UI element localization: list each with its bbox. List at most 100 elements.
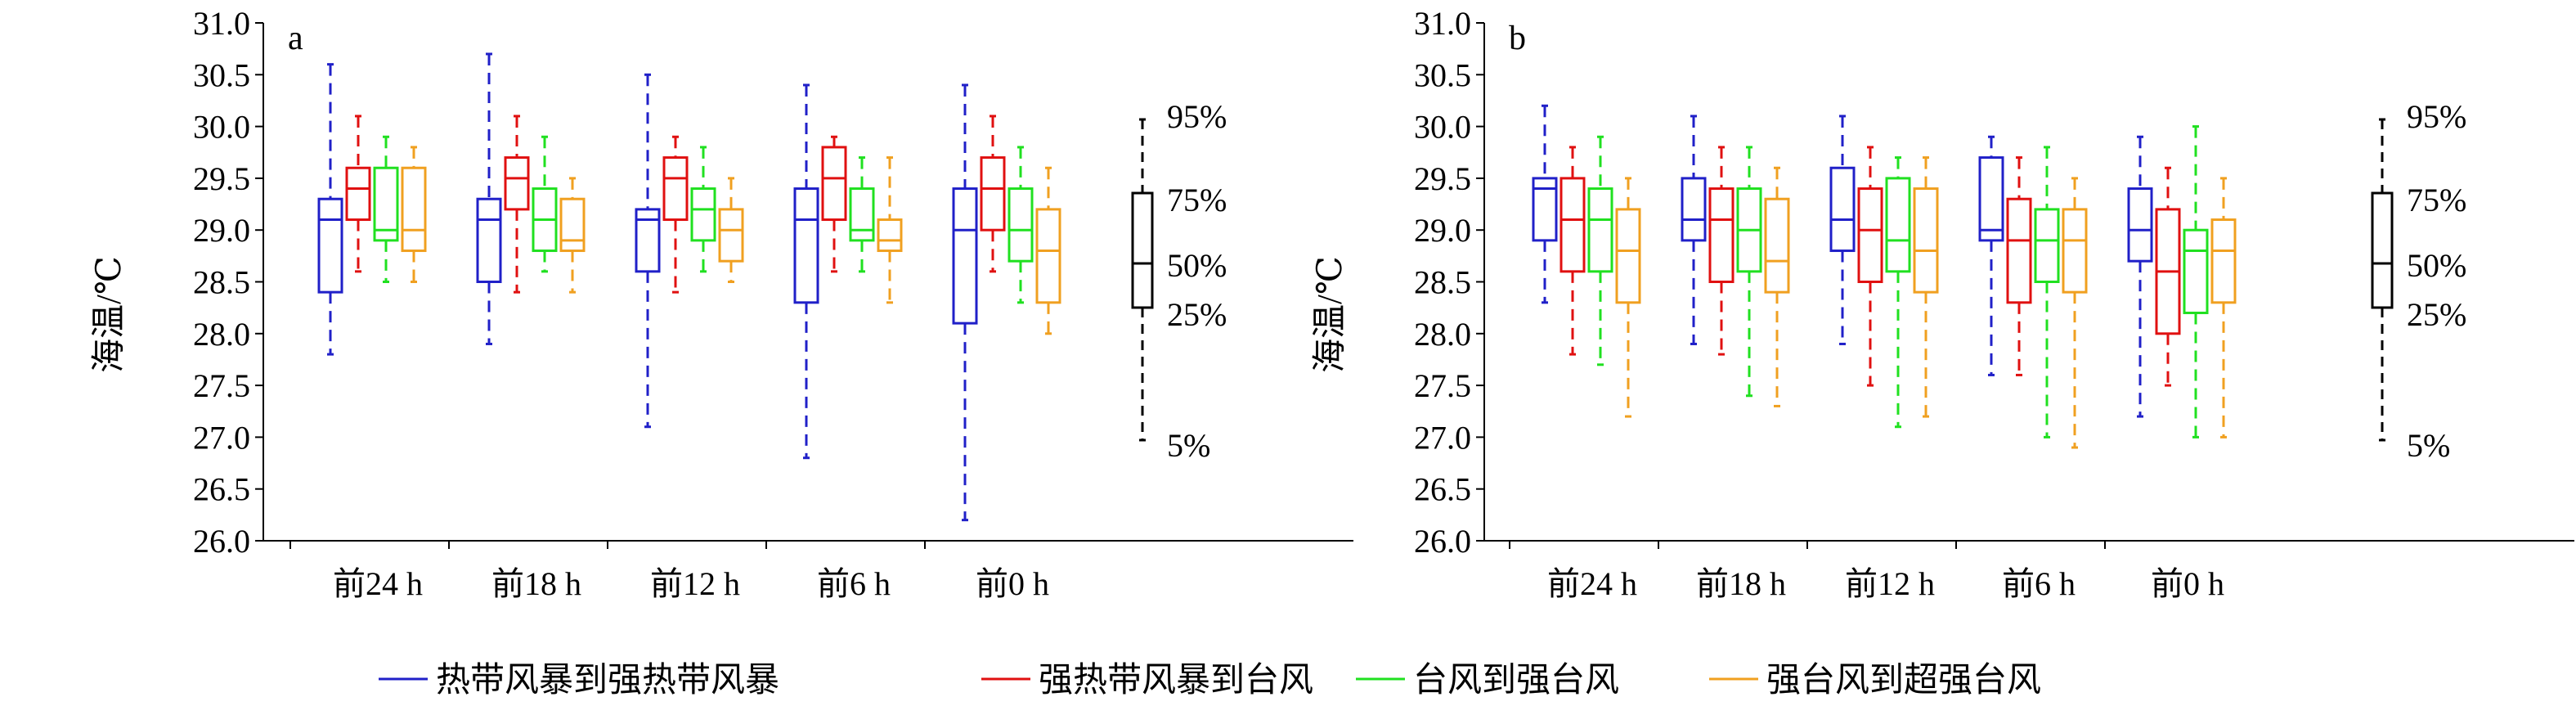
y-tick-label: 27.5 [193, 367, 250, 404]
box-iqr [2184, 230, 2207, 313]
box-3-0 [402, 147, 425, 282]
box-2-3 [2035, 147, 2058, 437]
box-2-2 [692, 147, 715, 272]
box-3-4 [2212, 178, 2235, 438]
y-tick-label: 30.5 [1414, 56, 1471, 93]
key-box [1133, 193, 1152, 308]
box-0-0 [319, 65, 342, 354]
box-iqr [1831, 168, 1854, 250]
box-2-2 [1887, 158, 1910, 427]
y-tick-label: 31.0 [1414, 5, 1471, 42]
box-iqr [692, 189, 715, 241]
y-tick-label: 30.0 [193, 109, 250, 146]
key-label: 25% [2407, 296, 2466, 333]
box-iqr [1887, 178, 1910, 272]
box-2-1 [1738, 147, 1761, 396]
x-tick-label: 前6 h [817, 565, 891, 602]
x-tick-label: 前18 h [1696, 565, 1786, 602]
box-1-2 [664, 137, 687, 292]
x-tick-label: 前0 h [976, 565, 1049, 602]
x-tick-label: 前24 h [333, 565, 423, 602]
box-3-2 [720, 178, 743, 282]
y-axis-label: 海温/℃ [91, 256, 128, 373]
box-iqr [478, 199, 500, 281]
box-2-1 [533, 137, 556, 272]
key-label: 50% [1167, 247, 1227, 284]
legend-label: 强台风到超强台风 [1766, 662, 2041, 699]
box-iqr [1009, 189, 1032, 262]
box-1-4 [2156, 168, 2179, 385]
box-iqr [2212, 220, 2235, 303]
box-iqr [2008, 199, 2031, 303]
box-3-0 [1617, 178, 1640, 416]
figure: 26.0 26.5 27.0 27.5 28.0 28.5 29.0 29.5 30.0 30.5… [0, 0, 2576, 706]
box-1-3 [823, 137, 846, 272]
box-2-0 [1589, 137, 1612, 365]
box-iqr [720, 209, 743, 261]
key-label: 75% [2407, 182, 2466, 218]
box-1-0 [347, 116, 370, 272]
key-box [2372, 193, 2392, 308]
box-iqr [1980, 158, 2003, 241]
box-iqr [1710, 189, 1733, 282]
box-2-0 [375, 137, 397, 281]
legend: 热带风暴到强热带风暴 强热带风暴到台风 台风到强台风 强台风到超强台风 [379, 662, 2041, 699]
y-tick-label: 29.5 [193, 160, 250, 197]
key-label: 5% [2407, 427, 2450, 464]
key-label: 25% [1167, 296, 1227, 333]
box-iqr [795, 189, 818, 303]
box-1-3 [2008, 158, 2031, 375]
y-tick-label: 30.0 [1414, 109, 1471, 146]
box-iqr [2035, 209, 2058, 282]
box-3-3 [878, 158, 901, 303]
key-label: 5% [1167, 427, 1210, 464]
box-iqr [850, 189, 873, 241]
y-tick-label: 31.0 [193, 5, 250, 42]
y-tick-label: 26.0 [1414, 523, 1471, 560]
y-axis-label: 海温/℃ [1312, 256, 1349, 373]
x-tick-label: 前18 h [491, 565, 581, 602]
box-1-1 [505, 116, 528, 292]
box-iqr [1589, 189, 1612, 272]
box-iqr [1766, 199, 1788, 292]
y-tick-label: 26.5 [193, 471, 250, 508]
key-label: 95% [2407, 98, 2466, 135]
box-iqr [561, 199, 584, 250]
box-iqr [505, 158, 528, 209]
box-iqr [878, 220, 901, 251]
box-0-4 [2129, 137, 2152, 416]
box-iqr [319, 199, 342, 292]
box-2-4 [2184, 127, 2207, 438]
box-iqr [664, 158, 687, 220]
panel-label: a [288, 20, 303, 57]
y-tick-label: 28.5 [1414, 264, 1471, 301]
box-iqr [2063, 209, 2086, 292]
y-tick-label: 28.0 [1414, 316, 1471, 353]
box-0-2 [636, 74, 659, 426]
box-3-3 [2063, 178, 2086, 447]
box-3-1 [1766, 168, 1788, 406]
y-tick-label: 29.0 [193, 212, 250, 249]
y-tick-label: 27.5 [1414, 367, 1471, 404]
box-iqr [1914, 189, 1937, 293]
key-label: 95% [1167, 98, 1227, 135]
key-label: 75% [1167, 182, 1227, 218]
x-tick-label: 前0 h [2151, 565, 2224, 602]
box-iqr [981, 158, 1004, 231]
box-iqr [1617, 209, 1640, 303]
box-iqr [1561, 178, 1584, 272]
box-3-1 [561, 178, 584, 292]
box-iqr [1037, 209, 1060, 303]
y-tick-label: 28.0 [193, 316, 250, 353]
box-0-3 [1980, 137, 2003, 375]
y-tick-label: 27.0 [193, 419, 250, 456]
y-tick-label: 26.0 [193, 523, 250, 560]
box-2-4 [1009, 147, 1032, 303]
panel-b: 26.026.527.027.528.028.529.029.530.030.5… [1312, 5, 2574, 602]
box-1-1 [1710, 147, 1733, 354]
box-0-2 [1831, 116, 1854, 344]
legend-label: 热带风暴到强热带风暴 [436, 662, 779, 699]
x-tick-label: 前12 h [650, 565, 740, 602]
box-0-1 [478, 54, 500, 344]
y-tick-label: 29.0 [1414, 212, 1471, 249]
